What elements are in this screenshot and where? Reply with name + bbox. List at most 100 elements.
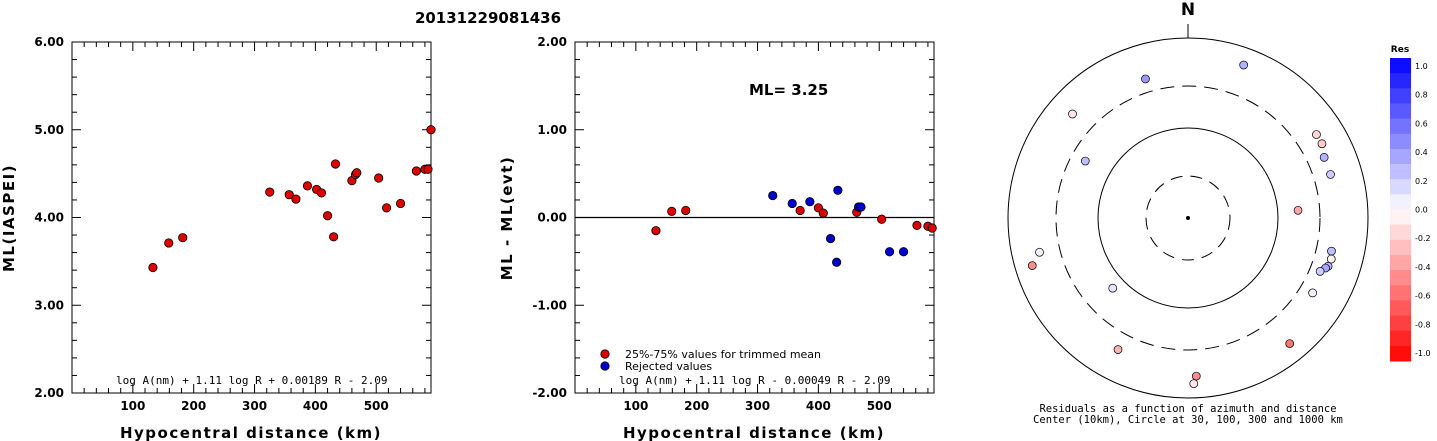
colorbar-label: 0.8 bbox=[1415, 91, 1428, 100]
plot2-y-axis-label: ML - ML(evt) bbox=[498, 156, 516, 280]
plot1-formula: log A(nm) + 1.11 log R + 0.00189 R - 2.0… bbox=[116, 374, 388, 387]
colorbar-label: 0.2 bbox=[1415, 177, 1428, 186]
plot1-trimmed-point bbox=[284, 190, 294, 200]
epicenter-dot bbox=[1186, 216, 1190, 220]
plot1-trimmed-point bbox=[316, 188, 327, 198]
ring-1000km bbox=[1007, 37, 1369, 399]
legend-marker-rejected bbox=[600, 361, 610, 371]
colorbar-cell bbox=[1390, 239, 1411, 256]
plot1-x-tick-label: 400 bbox=[303, 399, 328, 413]
polar-station-point bbox=[1239, 60, 1249, 70]
plot1-trimmed-point bbox=[322, 211, 333, 221]
legend-label-rejected: Rejected values bbox=[625, 360, 712, 373]
polar-station-point bbox=[1113, 345, 1123, 354]
legend-marker-trimmed bbox=[600, 349, 610, 359]
colorbar-label: -0.4 bbox=[1415, 263, 1431, 272]
plot1-trimmed-point bbox=[164, 238, 174, 248]
polar-station-point bbox=[1315, 267, 1325, 276]
plot2-y-tick-label: 0.00 bbox=[537, 211, 567, 225]
colorbar-cell bbox=[1390, 345, 1411, 362]
ring-300km bbox=[1055, 85, 1321, 351]
plot2-trimmed-point bbox=[877, 214, 887, 224]
polar-caption-line1: Residuals as a function of azimuth and d… bbox=[1039, 403, 1336, 415]
plot2-y-tick-label: 1.00 bbox=[537, 123, 567, 137]
plot2-legend: 25%-75% values for trimmed mean Rejected… bbox=[600, 348, 821, 373]
colorbar-cell bbox=[1390, 270, 1411, 286]
polar-station-point bbox=[1317, 139, 1327, 149]
legend-label-trimmed: 25%-75% values for trimmed mean bbox=[625, 348, 821, 361]
colorbar-cell bbox=[1390, 133, 1411, 150]
polar-station-point bbox=[1326, 254, 1336, 264]
plot1-y-tick-label: 5.00 bbox=[34, 123, 64, 137]
colorbar-cell bbox=[1390, 164, 1411, 180]
colorbar-cell bbox=[1390, 73, 1411, 89]
colorbar-title: Res bbox=[1391, 45, 1409, 55]
residual-colorbar: Res 1.0 0.8 0.6 0.4 0.2 0.0 -0.2 -0.4 -0.6 -0.8 -1… bbox=[1390, 45, 1431, 362]
plot2-ticks: 100 200 300 400 500 -2.00 -1.00 0.00 1.00 2.00 bbox=[532, 35, 934, 413]
polar-station-point bbox=[1293, 205, 1303, 215]
polar-points bbox=[1027, 60, 1336, 389]
plot2-trimmed-point bbox=[651, 226, 661, 236]
north-label: N bbox=[1181, 0, 1195, 20]
plot2-trimmed-point bbox=[818, 208, 828, 218]
ring-100km bbox=[1097, 127, 1279, 309]
colorbar-labels: 1.0 0.8 0.6 0.4 0.2 0.0 -0.2 -0.4 -0.6 -0.8 -1.0 bbox=[1415, 62, 1431, 358]
plot1-ticks: 100 200 300 400 500 2.00 3.00 4.00 5.00 6.00 bbox=[34, 35, 431, 413]
figure-title: 20131229081436 bbox=[415, 9, 561, 27]
colorbar-cell bbox=[1390, 209, 1411, 226]
polar-station-point bbox=[1108, 283, 1118, 293]
polar-station-point bbox=[1326, 170, 1335, 179]
plot2-rejected-point bbox=[805, 197, 815, 207]
polar-station-point bbox=[1027, 261, 1037, 270]
colorbar-label: 0.4 bbox=[1415, 148, 1428, 157]
colorbar-cells bbox=[1390, 58, 1411, 362]
plot1-trimmed-point bbox=[178, 233, 188, 243]
plot2-x-tick-label: 300 bbox=[745, 399, 770, 413]
plot1-frame bbox=[71, 41, 432, 394]
plot1-x-tick-label: 200 bbox=[181, 399, 206, 413]
plot1-trimmed-point bbox=[426, 125, 436, 135]
plot1-x-axis-label: Hypocentral distance (km) bbox=[120, 424, 382, 441]
colorbar-cell bbox=[1390, 103, 1411, 120]
plot2-x-tick-label: 100 bbox=[623, 399, 648, 413]
polar-station-point bbox=[1035, 247, 1044, 257]
plot2-rejected-point bbox=[884, 247, 895, 257]
colorbar-cell bbox=[1390, 118, 1411, 135]
colorbar-cell bbox=[1390, 148, 1411, 165]
plot1-x-tick-label: 500 bbox=[364, 399, 389, 413]
polar-station-point bbox=[1141, 74, 1150, 84]
plot1-trimmed-point bbox=[291, 194, 301, 204]
polar-station-point bbox=[1319, 153, 1329, 162]
plot2-y-tick-label: 2.00 bbox=[537, 35, 567, 49]
plot1-trimmed-point bbox=[352, 168, 362, 178]
colorbar-cell bbox=[1390, 224, 1411, 241]
colorbar-label: 0.0 bbox=[1415, 206, 1428, 215]
ml-annotation: ML= 3.25 bbox=[749, 81, 828, 99]
colorbar-label: -0.6 bbox=[1415, 292, 1431, 301]
ring-30km bbox=[1145, 175, 1231, 261]
polar-station-point bbox=[1191, 371, 1201, 381]
ml-residual-plot: 100 200 300 400 500 -2.00 -1.00 0.00 1.00 2.00 Hy… bbox=[498, 35, 937, 441]
plot2-trimmed-point bbox=[795, 205, 805, 216]
polar-caption-line2: Center (10km), Circle at 30, 100, 300 an… bbox=[1033, 414, 1343, 426]
plot1-y-axis-label: ML(IASPEI) bbox=[0, 164, 18, 272]
plot2-y-tick-label: -1.00 bbox=[532, 298, 567, 312]
plot2-trimmed-point bbox=[667, 206, 677, 216]
colorbar-label: -0.8 bbox=[1415, 320, 1431, 329]
plot1-y-tick-label: 4.00 bbox=[34, 211, 64, 225]
plot1-trimmed-point bbox=[411, 166, 421, 176]
polar-station-point bbox=[1327, 246, 1336, 256]
polar-station-point bbox=[1308, 288, 1317, 298]
plot2-rejected-point bbox=[825, 233, 836, 244]
plot1-trimmed-point bbox=[395, 198, 406, 209]
colorbar-cell bbox=[1390, 88, 1411, 104]
plot1-y-tick-label: 2.00 bbox=[34, 386, 64, 400]
colorbar-label: -0.2 bbox=[1415, 234, 1431, 243]
plot1-x-tick-label: 300 bbox=[242, 399, 267, 413]
colorbar-label: 0.6 bbox=[1415, 119, 1428, 128]
colorbar-cell bbox=[1390, 330, 1411, 347]
plot1-y-tick-label: 3.00 bbox=[34, 298, 64, 312]
colorbar-label: 1.0 bbox=[1415, 62, 1428, 71]
polar-station-point bbox=[1189, 379, 1199, 389]
